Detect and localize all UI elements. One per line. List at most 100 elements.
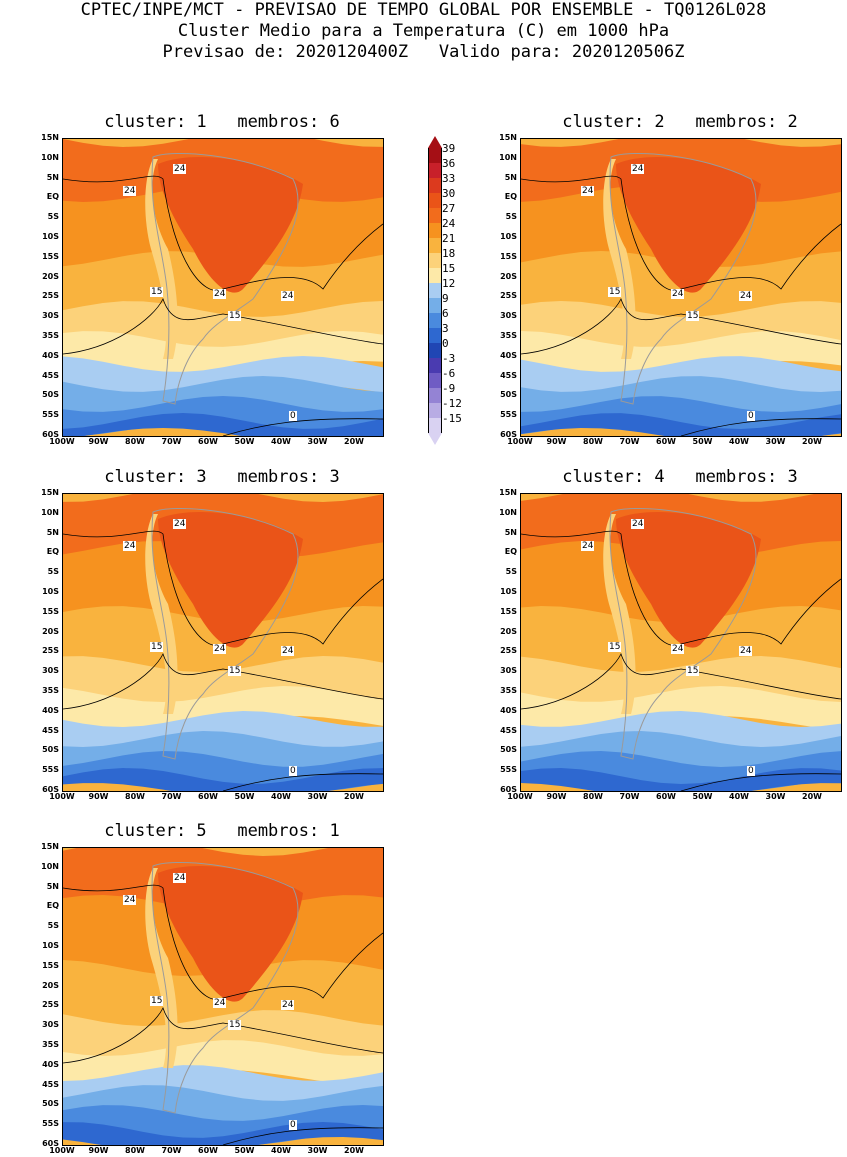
lat-tick-label: 5S: [505, 212, 517, 222]
lat-tick-label: 60S: [500, 430, 517, 439]
contour-label: 15: [228, 1020, 242, 1030]
lat-tick-label: EQ: [46, 901, 59, 911]
coastline: [151, 862, 299, 1114]
lat-tick-label: 25S: [500, 646, 517, 656]
lat-tick-label: 15S: [42, 960, 59, 970]
temperature-band: [63, 413, 383, 436]
lat-tick-label: 20S: [42, 271, 59, 281]
title-line-1: CPTEC/INPE/MCT - PREVISAO DE TEMPO GLOBA…: [80, 0, 767, 20]
lon-tick-label: 100W: [49, 792, 75, 801]
contour-15: [521, 297, 841, 355]
colorbar-level-label: 39: [442, 142, 456, 155]
colorbar-segment: [428, 418, 442, 433]
colorbar-level-label: -3: [442, 352, 456, 365]
lon-tick-label: 60W: [656, 792, 676, 801]
panel-title: cluster: 3 membros: 3: [104, 467, 340, 487]
temperature-band: [63, 356, 383, 402]
contour-label: 24: [671, 289, 685, 299]
lat-tick-label: 50S: [500, 745, 517, 755]
lon-tick-label: 90W: [88, 1146, 109, 1155]
temperature-band: [521, 396, 841, 436]
colorbar-segment: [428, 283, 442, 298]
contour-label: 24: [213, 644, 227, 654]
lon-tick-label: 60W: [198, 437, 218, 446]
contour-15: [63, 652, 383, 710]
lon-tick-label: 80W: [583, 792, 603, 801]
colorbar-segment: [428, 193, 442, 208]
lon-tick-label: 20W: [802, 792, 822, 801]
lat-tick-label: 15S: [500, 251, 517, 261]
lat-tick-label: 50S: [42, 1099, 59, 1109]
lon-tick-label: 20W: [344, 792, 364, 801]
contour-label: 0: [289, 411, 297, 421]
lat-tick-label: 40S: [42, 705, 59, 715]
colorbar-segment: [428, 373, 442, 388]
colorbar-level-label: 30: [442, 187, 456, 200]
lon-tick-label: 20W: [802, 437, 822, 446]
contour-label: 15: [686, 311, 700, 321]
contour-0: [222, 1127, 383, 1145]
continent-warm-core: [158, 511, 303, 648]
contour-label: 24: [739, 646, 753, 656]
lat-tick-label: 5S: [47, 921, 59, 931]
lat-tick-label: 20S: [500, 626, 517, 636]
lon-tick-label: 80W: [125, 792, 145, 801]
andes-cool-strip: [603, 159, 636, 359]
colorbar-segment: [428, 313, 442, 328]
lat-tick-label: 60S: [500, 785, 517, 794]
temperature-band: [521, 768, 841, 791]
lat-tick-label: 10S: [42, 941, 59, 950]
lat-tick-label: EQ: [46, 547, 59, 557]
lon-tick-label: 70W: [161, 792, 182, 801]
lon-tick-label: 30W: [307, 1146, 328, 1155]
lon-tick-label: 30W: [307, 437, 328, 446]
lat-tick-label: 30S: [42, 666, 59, 676]
lat-tick-label: 30S: [42, 311, 59, 321]
lat-tick-label: 40S: [500, 350, 517, 360]
lon-tick-label: 30W: [765, 792, 786, 801]
lat-tick-label: 5N: [46, 881, 59, 891]
andes-cool-strip: [145, 159, 178, 359]
contour-label: 0: [747, 411, 755, 421]
contour-label: 24: [213, 289, 227, 299]
lat-tick-label: 5N: [504, 172, 517, 182]
lat-tick-label: 40S: [500, 705, 517, 715]
lat-tick-label: 45S: [42, 1079, 59, 1089]
lon-tick-label: 70W: [619, 792, 640, 801]
lat-tick-label: 35S: [500, 331, 517, 340]
lon-tick-label: 60W: [198, 792, 218, 801]
colorbar-segment: [428, 328, 442, 343]
contour-label: 15: [608, 642, 622, 652]
lat-tick-label: 10S: [500, 232, 517, 241]
lon-tick-label: 100W: [507, 792, 533, 801]
colorbar-segment: [428, 178, 442, 193]
panel-title: cluster: 5 membros: 1: [104, 821, 340, 841]
lat-tick-label: 55S: [500, 765, 517, 775]
lat-tick-label: EQ: [46, 192, 59, 202]
lon-tick-label: 90W: [88, 792, 109, 801]
colorbar-segment: [428, 163, 442, 178]
lat-tick-label: 55S: [500, 410, 517, 420]
colorbar-segment: [428, 358, 442, 373]
colorbar-segment: [428, 268, 442, 283]
temperature-map: 24 24 24 24 15 15 0: [62, 493, 384, 792]
contour-label: 15: [686, 666, 700, 676]
lon-tick-label: 90W: [88, 437, 109, 446]
lat-tick-label: 15S: [42, 251, 59, 261]
lon-tick-label: 50W: [692, 437, 713, 446]
title-line-3: Previsao de: 2020120400Z Valido para: 20…: [162, 42, 685, 62]
colorbar-level-label: -6: [442, 367, 456, 380]
lon-tick-label: 50W: [234, 437, 255, 446]
lon-tick-label: 90W: [546, 437, 567, 446]
lat-tick-label: 45S: [500, 725, 517, 735]
lat-tick-label: 50S: [42, 745, 59, 755]
lat-tick-label: 10S: [42, 587, 59, 596]
continent-warm-core: [616, 511, 761, 648]
contour-0: [222, 773, 383, 791]
lat-tick-label: 25S: [42, 1000, 59, 1010]
lat-tick-label: 25S: [42, 291, 59, 301]
contour-label: 24: [281, 291, 295, 301]
lat-tick-label: 5N: [504, 527, 517, 537]
contour-label: 24: [213, 998, 227, 1008]
lon-tick-label: 60W: [656, 437, 676, 446]
